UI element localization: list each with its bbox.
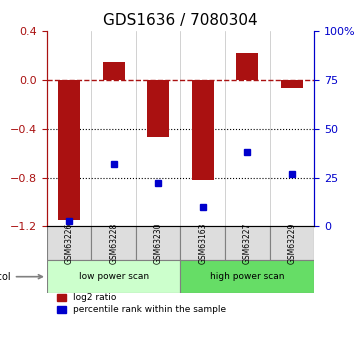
Text: GSM63226: GSM63226 — [65, 223, 74, 264]
FancyBboxPatch shape — [136, 226, 180, 260]
Title: GDS1636 / 7080304: GDS1636 / 7080304 — [103, 13, 258, 29]
FancyBboxPatch shape — [270, 226, 314, 260]
FancyBboxPatch shape — [91, 226, 136, 260]
Text: protocol: protocol — [0, 272, 42, 282]
FancyBboxPatch shape — [180, 226, 225, 260]
FancyBboxPatch shape — [180, 260, 314, 294]
FancyBboxPatch shape — [225, 226, 270, 260]
Bar — [236, 53, 258, 80]
Bar — [103, 61, 125, 80]
Text: high power scan: high power scan — [210, 272, 284, 281]
Bar — [147, 80, 169, 137]
Text: GSM63163: GSM63163 — [198, 223, 207, 264]
FancyBboxPatch shape — [47, 226, 91, 260]
Bar — [192, 80, 214, 180]
Text: low power scan: low power scan — [79, 272, 149, 281]
Text: GSM63229: GSM63229 — [287, 223, 296, 264]
Bar — [58, 80, 80, 220]
Text: GSM63228: GSM63228 — [109, 223, 118, 264]
Legend: log2 ratio, percentile rank within the sample: log2 ratio, percentile rank within the s… — [57, 294, 226, 314]
Text: GSM63227: GSM63227 — [243, 223, 252, 264]
Bar — [280, 80, 303, 88]
Text: GSM63230: GSM63230 — [154, 223, 163, 264]
FancyBboxPatch shape — [47, 260, 180, 294]
